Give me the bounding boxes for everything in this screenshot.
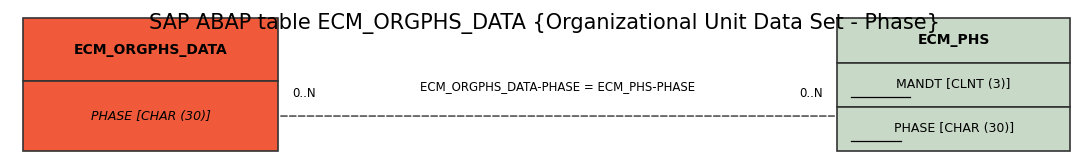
FancyBboxPatch shape [23,82,279,151]
Text: ECM_PHS: ECM_PHS [917,33,990,47]
FancyBboxPatch shape [837,107,1071,151]
Text: PHASE [CHAR (30)]: PHASE [CHAR (30)] [90,110,211,123]
FancyBboxPatch shape [837,63,1071,107]
Text: PHASE [CHAR (30)]: PHASE [CHAR (30)] [893,122,1014,135]
Text: 0..N: 0..N [800,87,823,100]
FancyBboxPatch shape [837,18,1071,63]
Text: 0..N: 0..N [293,87,316,100]
Text: ECM_ORGPHS_DATA: ECM_ORGPHS_DATA [74,43,227,57]
FancyBboxPatch shape [23,18,279,82]
Text: MANDT [CLNT (3)]: MANDT [CLNT (3)] [897,78,1011,91]
Text: ECM_ORGPHS_DATA-PHASE = ECM_PHS-PHASE: ECM_ORGPHS_DATA-PHASE = ECM_PHS-PHASE [420,80,695,93]
Text: SAP ABAP table ECM_ORGPHS_DATA {Organizational Unit Data Set - Phase}: SAP ABAP table ECM_ORGPHS_DATA {Organiza… [149,13,939,34]
